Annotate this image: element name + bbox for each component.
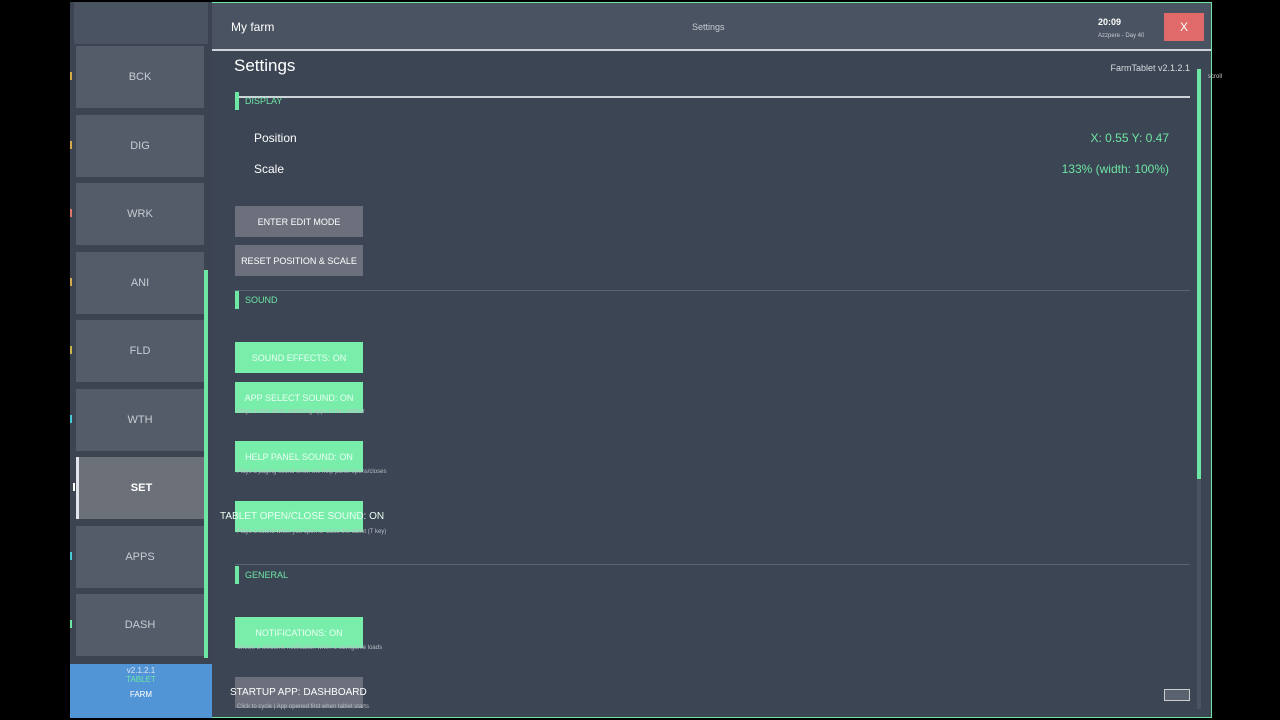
- window-title: My farm: [231, 20, 275, 34]
- sidebar-item-label: WRK: [127, 208, 153, 220]
- tablet-sound-desc: Plays a sound when you open or close the…: [237, 529, 387, 535]
- sidebar-item-apps[interactable]: APPS: [70, 525, 204, 588]
- position-label: Position: [254, 131, 297, 145]
- sidebar-item-label: BCK: [128, 71, 152, 83]
- section-display: DISPLAY: [235, 92, 282, 110]
- header: My farm Settings 20:09 Azzpere - Day 40 …: [212, 3, 1211, 51]
- footer-version: v2.1.2.1: [126, 666, 156, 675]
- resize-handle-icon[interactable]: [1164, 689, 1190, 701]
- content-scrollbar[interactable]: [1197, 69, 1201, 709]
- sidebar-item-dig[interactable]: DIG: [70, 114, 204, 177]
- sidebar-item-label: DASH: [124, 619, 156, 631]
- status-mark: [70, 346, 72, 354]
- tablet-sound-toggle[interactable]: TABLET OPEN/CLOSE SOUND: ON: [220, 501, 384, 532]
- clock: 20:09: [1098, 17, 1122, 27]
- sidebar-top: [74, 2, 208, 44]
- help-panel-sound-desc: Plays a paging sound when the help panel…: [237, 469, 387, 475]
- app-select-sound-desc: Plays a click when switching apps in the…: [237, 409, 365, 415]
- reset-position-button[interactable]: RESET POSITION & SCALE: [235, 245, 363, 276]
- status-mark: [70, 277, 72, 286]
- sidebar-item-label: ANI: [130, 276, 150, 289]
- footer-tablet: TABLET: [126, 675, 156, 684]
- divider: [235, 290, 1190, 291]
- sidebar-item-label: SET: [130, 482, 153, 494]
- sidebar-item-ani[interactable]: ANI: [70, 251, 204, 314]
- sidebar-item-bck[interactable]: BCK: [70, 46, 204, 108]
- sidebar-item-label: FLD: [129, 345, 151, 357]
- sidebar-scrollbar[interactable]: [204, 270, 208, 658]
- status-mark: [70, 551, 72, 560]
- startup-app-button[interactable]: STARTUP APP: DASHBOARD: [230, 677, 367, 708]
- help-panel-sound-toggle[interactable]: HELP PANEL SOUND: ON: [235, 441, 363, 472]
- sound-effects-toggle[interactable]: SOUND EFFECTS: ON: [235, 342, 363, 373]
- enter-edit-mode-button[interactable]: ENTER EDIT MODE: [235, 206, 363, 237]
- section-general: GENERAL: [235, 566, 288, 584]
- footer-farm: FARM: [129, 690, 153, 699]
- scrollbar-thumb[interactable]: [1197, 69, 1201, 479]
- sidebar-item-wth[interactable]: WTH: [70, 388, 204, 451]
- sidebar-item-set[interactable]: SET: [73, 457, 204, 519]
- game-day: Azzpere - Day 40: [1098, 33, 1145, 39]
- scale-value: 133% (width: 100%): [1061, 162, 1169, 176]
- settings-window: My farm Settings 20:09 Azzpere - Day 40 …: [212, 2, 1212, 718]
- status-mark: [70, 209, 72, 217]
- status-mark: [70, 620, 72, 628]
- sidebar-item-label: APPS: [125, 550, 155, 563]
- notifications-desc: Shows a welcome notification when a save…: [237, 645, 383, 651]
- notifications-toggle[interactable]: NOTIFICATIONS: ON: [235, 617, 363, 648]
- position-value: X: 0.55 Y: 0.47: [1090, 131, 1169, 145]
- status-mark: [73, 483, 75, 491]
- app-version: FarmTablet v2.1.2.1: [1110, 63, 1190, 73]
- close-button[interactable]: X: [1164, 13, 1204, 41]
- app-select-sound-toggle[interactable]: APP SELECT SOUND: ON: [235, 382, 363, 413]
- sidebar-item-wrk[interactable]: WRK: [70, 183, 204, 245]
- startup-app-label: STARTUP APP: DASHBOARD: [230, 687, 367, 698]
- header-center: Settings: [692, 22, 725, 32]
- sidebar-footer[interactable]: v2.1.2.1 TABLET FARM: [70, 664, 212, 718]
- status-mark: [70, 414, 72, 423]
- sidebar-item-label: DIG: [130, 139, 150, 152]
- sidebar: BCK DIG WRK ANI FLD WTH SET APPS DASH v2.1.2.1 T…: [70, 2, 212, 718]
- divider: [235, 96, 1190, 98]
- status-mark: [70, 140, 72, 149]
- sidebar-item-dash[interactable]: DASH: [70, 594, 204, 656]
- status-mark: [70, 72, 72, 80]
- scroll-label: scroll: [1208, 74, 1223, 80]
- startup-app-desc: Click to cycle | App opened first when t…: [237, 704, 369, 710]
- sidebar-item-label: WTH: [127, 413, 153, 426]
- divider: [235, 564, 1190, 565]
- section-sound: SOUND: [235, 291, 278, 309]
- scale-label: Scale: [254, 162, 285, 176]
- page-title: Settings: [234, 56, 296, 75]
- tablet-sound-label: TABLET OPEN/CLOSE SOUND: ON: [220, 511, 385, 522]
- sidebar-item-fld[interactable]: FLD: [70, 320, 204, 382]
